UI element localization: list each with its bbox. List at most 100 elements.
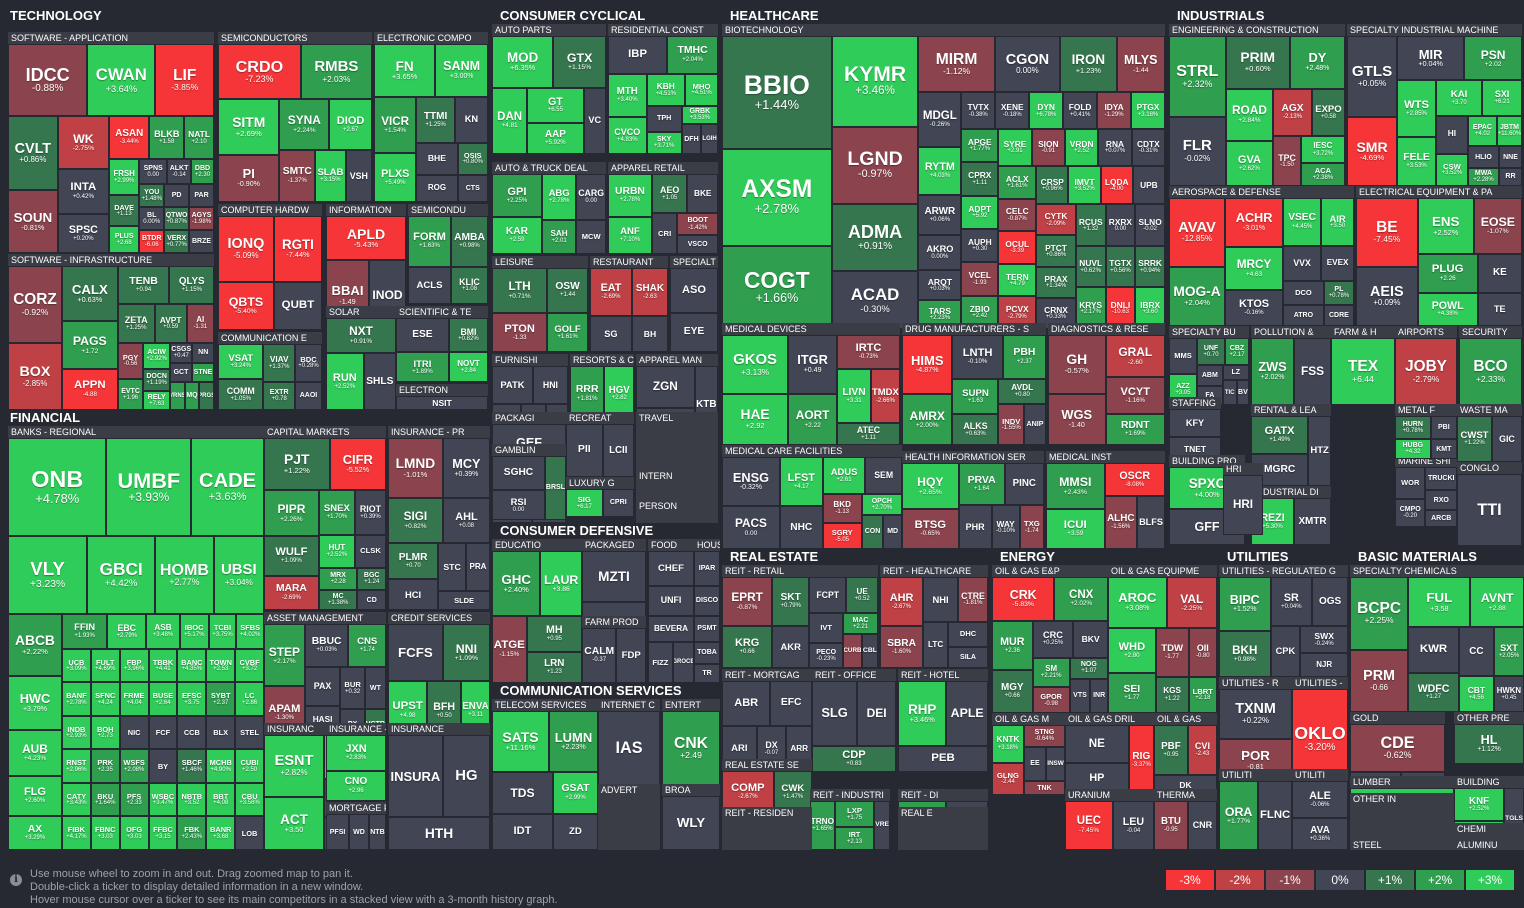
ticker-tile-bevera[interactable]: BEVERA — [648, 615, 694, 642]
ticker-tile-rmbs[interactable]: RMBS +2.03% — [300, 44, 372, 100]
ticker-tile-rog[interactable]: ROG — [416, 174, 458, 202]
ticker-tile-insw[interactable]: INSW — [1046, 746, 1065, 782]
ticker-tile-calx[interactable]: CALX +0.63% — [61, 266, 118, 322]
ticker-tile-ensg[interactable]: ENSG -0.32% — [722, 457, 780, 507]
ticker-tile-tdw[interactable]: TDW -1.77 — [1155, 627, 1189, 677]
ticker-tile-boot[interactable]: BOOT -1.42% — [677, 213, 718, 236]
ticker-tile-pi[interactable]: PI -0.90% — [218, 154, 280, 202]
ticker-tile-pags[interactable]: PAGS +1.72 — [61, 321, 118, 370]
ticker-tile-val[interactable]: VAL -2.25% — [1166, 577, 1217, 628]
ticker-tile-clsk[interactable]: CLSK — [354, 534, 386, 568]
ticker-tile-wd[interactable]: WD — [349, 814, 369, 850]
ticker-tile-pra[interactable]: PRA — [466, 542, 490, 591]
ticker-tile-lfst[interactable]: LFST +4.17 — [779, 457, 823, 507]
ticker-tile-wulf[interactable]: WULF +1.09% — [264, 536, 319, 576]
ticker-tile-dfh[interactable]: DFH — [681, 124, 702, 154]
ticker-tile-iesc[interactable]: IESC +3.72% — [1300, 136, 1345, 164]
ticker-tile-vsh[interactable]: VSH — [345, 149, 372, 202]
ticker-tile-fn[interactable]: FN +3.65% — [374, 44, 436, 97]
ticker-tile-bur[interactable]: BUR +0.32 — [340, 667, 365, 709]
ticker-tile-cade[interactable]: CADE +3.63% — [191, 438, 264, 537]
ticker-tile-lxp[interactable]: LXP +1.75 — [834, 801, 875, 828]
ticker-tile-fizz[interactable]: FIZZ — [648, 641, 673, 683]
ticker-tile-rytm[interactable]: RYTM +4.03% — [918, 147, 962, 195]
ticker-tile-oii[interactable]: OII -0.80 — [1188, 627, 1217, 677]
ticker-tile-crsp[interactable]: CRSP +0.96% — [1036, 165, 1069, 205]
ticker-tile-avdl[interactable]: AVDL +0.80 — [998, 378, 1046, 405]
ticker-tile-dave[interactable]: DAVE +1.13 — [109, 195, 140, 227]
ticker-tile-bdc[interactable]: BDC +0.28% — [294, 344, 322, 382]
ticker-tile-groce[interactable]: GROCE — [672, 641, 694, 683]
ticker-tile-nsit[interactable]: NSIT — [396, 396, 488, 410]
ticker-tile-bbuc[interactable]: BBUC +0.03% — [304, 624, 349, 668]
ticker-tile-act[interactable]: ACT +3.50 — [264, 796, 324, 850]
ticker-tile-rdnt[interactable]: RDNT +1.69% — [1105, 413, 1165, 445]
ticker-tile-iron[interactable]: IRON +1.23% — [1060, 36, 1117, 93]
ticker-tile-ionq[interactable]: IONQ -5.09% — [218, 216, 274, 282]
ticker-tile-appn[interactable]: APPN -4.88 — [61, 369, 118, 410]
ticker-tile-ntb[interactable]: NTB — [368, 814, 386, 850]
ticker-tile-spns[interactable]: SPNS 0.00 — [139, 158, 168, 184]
ticker-tile-wsbc[interactable]: WSBC +3.47% — [148, 782, 178, 817]
ticker-tile-por[interactable]: POR -0.81 — [1219, 738, 1292, 782]
ticker-tile-aple[interactable]: APLE — [946, 681, 988, 747]
ticker-tile-mth[interactable]: MTH +3.40% — [608, 73, 647, 117]
ticker-tile-pfsi[interactable]: PFSI — [326, 814, 350, 850]
ticker-tile-vvx[interactable]: VVX — [1283, 245, 1322, 281]
ticker-tile-gbci[interactable]: GBCI +4.42% — [87, 536, 156, 614]
ticker-tile-cogt[interactable]: COGT +1.66% — [722, 245, 832, 329]
ticker-tile-osis[interactable]: OSIS +0.80% — [457, 142, 488, 175]
ticker-tile-txg[interactable]: TXG -1.74 — [1019, 505, 1044, 549]
ticker-tile-sanm[interactable]: SANM +3.00% — [435, 44, 488, 97]
ticker-tile-boh[interactable]: BOH +2.73 — [90, 715, 120, 750]
ticker-tile-tvtx[interactable]: TVTX -0.38% — [961, 92, 996, 129]
ticker-tile-nni[interactable]: NNI +1.09% — [442, 624, 490, 682]
ticker-tile-hims[interactable]: HIMS -4.87% — [902, 335, 953, 395]
ticker-tile-apld[interactable]: APLD -5.43% — [326, 216, 406, 260]
ticker-tile-sbra[interactable]: SBRA -1.60% — [880, 625, 924, 668]
ticker-tile-ipar[interactable]: IPAR — [694, 551, 720, 586]
ticker-tile-cnx[interactable]: CNX +2.02% — [1054, 577, 1108, 621]
ticker-tile-viav[interactable]: VIAV +1.37% — [263, 344, 295, 382]
ticker-tile-peb[interactable]: PEB — [898, 746, 988, 772]
ticker-tile-idcc[interactable]: IDCC -0.88% — [8, 44, 88, 117]
ticker-tile-cprx[interactable]: CPRX +1.11 — [961, 162, 999, 196]
ticker-tile-cri[interactable]: CRI — [651, 213, 678, 254]
ticker-tile-avnt[interactable]: AVNT +2.88 — [1470, 577, 1524, 628]
ticker-tile-extr[interactable]: EXTR +0.78 — [263, 381, 295, 410]
ticker-tile-hni[interactable]: HNI — [532, 366, 568, 405]
ticker-tile-urbn[interactable]: URBN +2.78% — [608, 174, 652, 217]
ticker-tile-tti[interactable]: TTI — [1457, 474, 1522, 546]
ticker-tile-dy[interactable]: DY +2.48% — [1289, 36, 1345, 89]
ticker-tile-buse[interactable]: BUSE +2.64 — [148, 682, 178, 716]
ticker-tile-mho[interactable]: MHO +4.51% — [684, 73, 718, 106]
ticker-tile-iboc[interactable]: IBOC +5.17% — [179, 613, 209, 649]
ticker-tile-vcel[interactable]: VCEL -1.93 — [961, 262, 999, 296]
ticker-tile-inr[interactable]: INR — [1090, 678, 1108, 713]
ticker-tile-lgnd[interactable]: LGND -0.97% — [831, 126, 919, 205]
ticker-tile-smr[interactable]: SMR -4.69% — [1347, 116, 1398, 186]
ticker-tile-sky[interactable]: SKY +3.71% — [646, 131, 682, 154]
ticker-tile-fdp[interactable]: FDP — [616, 628, 646, 683]
ticker-tile-ale[interactable]: ALE -0.06% — [1292, 781, 1348, 819]
ticker-tile-hurn[interactable]: HURN +0.78% — [1395, 416, 1431, 440]
ticker-tile-wsfs[interactable]: WSFS +2.08% — [119, 749, 149, 783]
ticker-tile-tex[interactable]: TEX +6.44 — [1331, 338, 1395, 405]
ticker-tile-hwc[interactable]: HWC +3.79% — [8, 676, 62, 731]
ticker-tile-syna[interactable]: SYNA +2.24% — [279, 99, 330, 150]
ticker-tile-by[interactable]: BY — [148, 749, 178, 783]
ticker-tile-pinc[interactable]: PINC — [1004, 463, 1044, 506]
ticker-tile-cwan[interactable]: CWAN +3.64% — [87, 44, 156, 117]
ticker-tile-eat[interactable]: EAT -2.69% — [590, 268, 632, 317]
ticker-tile-ivt[interactable]: IVT — [809, 613, 844, 643]
ticker-tile-dan[interactable]: DAN +4.81 — [492, 87, 528, 154]
ticker-tile-vrdn[interactable]: VRDN +2.52 — [1064, 128, 1099, 166]
ticker-tile-arwr[interactable]: ARWR +0.06% — [918, 194, 962, 236]
ticker-tile-corz[interactable]: CORZ -0.92% — [8, 266, 62, 344]
ticker-tile-eye[interactable]: EYE — [670, 313, 718, 352]
ticker-tile-vsco[interactable]: VSCO — [677, 235, 718, 254]
ticker-tile-wgs[interactable]: WGS -1.40 — [1048, 394, 1106, 445]
ticker-tile-amba[interactable]: AMBA +0.98% — [451, 216, 488, 267]
ticker-tile-laur[interactable]: LAUR +3.86 — [540, 551, 582, 616]
ticker-tile-par[interactable]: PAR — [189, 183, 214, 207]
